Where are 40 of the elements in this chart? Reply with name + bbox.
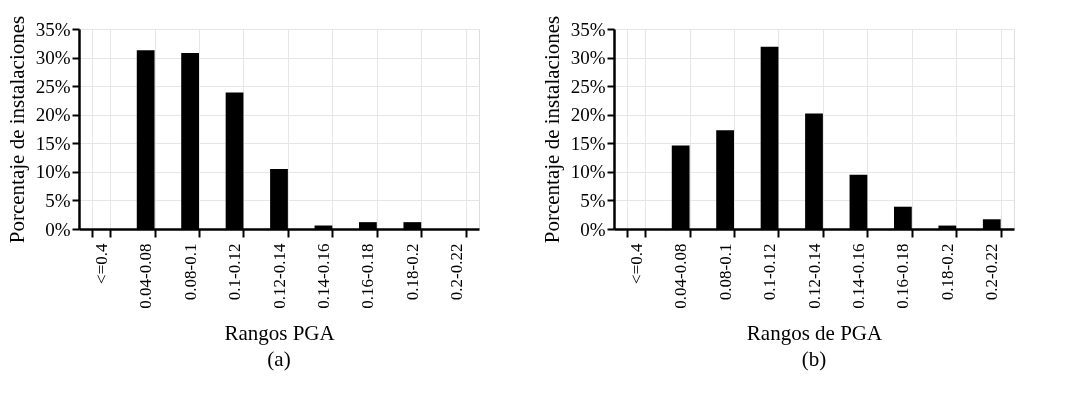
y-tick-label: 25%	[35, 75, 71, 97]
y-axis-title: Porcentaje de instalaciones	[4, 15, 29, 244]
y-tick-label: 20%	[570, 104, 606, 126]
x-tick-label: 0.04-0.08	[671, 243, 691, 309]
x-tick-label: 0.12-0.14	[269, 243, 289, 309]
y-tick-label: 15%	[570, 132, 606, 154]
x-axis-title: Rangos de PGA	[746, 320, 883, 345]
y-tick-label: 20%	[35, 104, 71, 126]
y-tick-label: 5%	[45, 189, 71, 211]
y-tick-label: 35%	[570, 18, 606, 40]
text: (a)	[267, 347, 291, 372]
x-tick-label: 0.16-0.18	[893, 243, 913, 309]
x-tick-label: 0.12-0.14	[804, 243, 824, 309]
y-tick-label: 0%	[580, 218, 606, 240]
y-tick-label: 15%	[35, 132, 71, 154]
x-tick-label: 0.18-0.2	[937, 243, 957, 301]
x-tick-label: <=0.4	[91, 243, 111, 284]
y-tick-label: 25%	[570, 75, 606, 97]
x-tick-label: 0.14-0.16	[313, 243, 333, 309]
y-tick-label: 35%	[35, 18, 71, 40]
x-tick-label: 0.04-0.08	[136, 243, 156, 309]
x-tick-label: 0.1-0.12	[225, 243, 245, 301]
x-tick-label: 0.08-0.1	[715, 243, 735, 301]
x-tick-label: 0.18-0.2	[402, 243, 422, 301]
x-tick-label: 0.2-0.22	[982, 243, 1002, 301]
y-tick-label: 0%	[45, 218, 71, 240]
x-tick-label: <=0.4	[626, 243, 646, 284]
x-axis-title: Rangos PGA	[224, 320, 336, 345]
x-tick-label: 0.2-0.22	[447, 243, 467, 301]
x-tick-label: 0.08-0.1	[180, 243, 200, 301]
text: (b)	[801, 347, 827, 372]
x-tick-label: 0.14-0.16	[848, 243, 868, 309]
x-tick-label: 0.1-0.12	[760, 243, 780, 301]
y-tick-label: 30%	[35, 47, 71, 69]
x-tick-label: 0.16-0.18	[358, 243, 378, 309]
y-axis-title: Porcentaje de instalaciones	[539, 15, 564, 244]
y-tick-label: 30%	[570, 47, 606, 69]
y-tick-label: 5%	[580, 189, 606, 211]
y-tick-label: 10%	[35, 161, 71, 183]
y-tick-label: 10%	[570, 161, 606, 183]
